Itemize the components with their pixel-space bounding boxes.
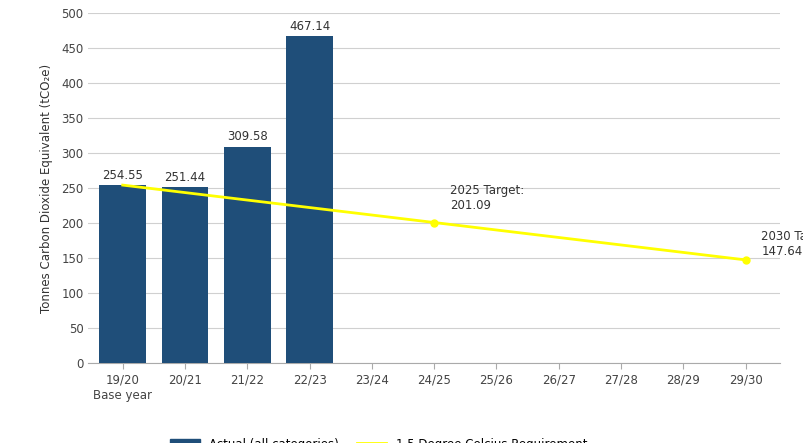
Bar (224, 147, 271, 363)
Legend: Actual (all categories), 1.5 Degree Celcius Requirement: Actual (all categories), 1.5 Degree Celc… (165, 433, 591, 443)
Bar (161, 187, 208, 363)
Y-axis label: Tonnes Carbon Dioxide Equivalent (tCO₂e): Tonnes Carbon Dioxide Equivalent (tCO₂e) (40, 64, 53, 313)
Bar (100, 185, 146, 363)
Text: 309.58: 309.58 (226, 130, 267, 143)
Text: 254.55: 254.55 (102, 169, 143, 182)
Bar (286, 36, 332, 363)
Text: 2025 Target:
201.09: 2025 Target: 201.09 (449, 184, 524, 212)
Text: 467.14: 467.14 (288, 20, 330, 33)
Text: 2030 Target:
147.64: 2030 Target: 147.64 (760, 230, 803, 258)
Text: 251.44: 251.44 (165, 171, 206, 184)
